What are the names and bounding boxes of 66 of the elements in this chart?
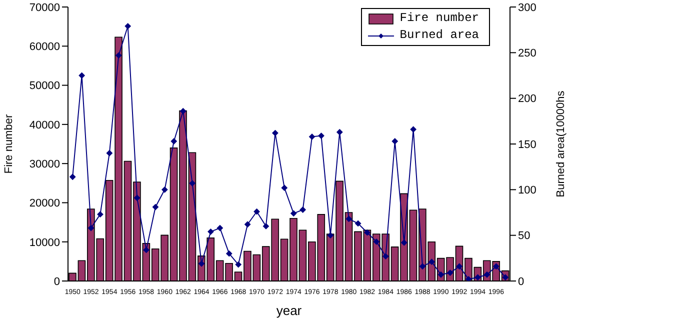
y-tick-label: 10000 bbox=[29, 236, 60, 249]
point bbox=[420, 263, 426, 270]
point bbox=[327, 232, 334, 238]
point bbox=[97, 211, 104, 218]
legend-label: Burned area bbox=[400, 27, 479, 44]
point bbox=[318, 132, 324, 139]
point bbox=[438, 272, 444, 278]
point bbox=[466, 276, 472, 281]
y2-tick-label: 100 bbox=[518, 184, 536, 197]
point bbox=[262, 223, 269, 230]
y2-tick-label: 150 bbox=[518, 138, 536, 151]
point bbox=[281, 184, 288, 191]
y-tick-label: 20000 bbox=[29, 198, 60, 210]
y2-tick-label: 200 bbox=[518, 93, 536, 106]
point bbox=[474, 274, 481, 280]
y-tick-label: 60000 bbox=[29, 41, 60, 54]
point bbox=[300, 206, 306, 213]
point bbox=[134, 194, 140, 201]
point bbox=[382, 253, 389, 260]
point bbox=[456, 263, 462, 270]
point bbox=[162, 186, 168, 193]
point bbox=[428, 258, 435, 265]
legend-label: Fire number bbox=[400, 10, 479, 27]
point bbox=[180, 108, 186, 114]
point bbox=[244, 221, 251, 228]
y-tick-label: 0 bbox=[54, 276, 60, 288]
y2-axis-title: Burned area(10000hs bbox=[554, 90, 567, 198]
point bbox=[355, 220, 362, 226]
point bbox=[254, 208, 260, 215]
point bbox=[189, 180, 196, 186]
point bbox=[484, 272, 490, 278]
point bbox=[208, 228, 214, 235]
y2-tick-label: 250 bbox=[518, 48, 536, 60]
point bbox=[198, 260, 205, 267]
point bbox=[309, 134, 316, 140]
point bbox=[88, 225, 94, 232]
y2-tick-label: 0 bbox=[518, 276, 524, 288]
point bbox=[116, 52, 122, 58]
y2-tick-label: 300 bbox=[518, 2, 536, 14]
point bbox=[336, 129, 343, 136]
y-tick-label: 50000 bbox=[29, 80, 60, 92]
y-tick-label: 40000 bbox=[29, 119, 60, 132]
point bbox=[106, 150, 112, 156]
point bbox=[364, 230, 370, 236]
point bbox=[226, 250, 232, 257]
point bbox=[152, 204, 158, 210]
point bbox=[401, 240, 408, 246]
point bbox=[290, 210, 297, 216]
point bbox=[170, 138, 177, 144]
point bbox=[124, 23, 131, 30]
point bbox=[373, 238, 380, 245]
point bbox=[143, 246, 150, 253]
point bbox=[410, 126, 416, 132]
y-tick-label: 30000 bbox=[29, 158, 60, 170]
point bbox=[235, 262, 242, 268]
x-axis-title: year bbox=[276, 303, 302, 318]
y-axis-title: Fire number bbox=[2, 114, 15, 174]
point bbox=[70, 174, 76, 180]
point bbox=[78, 72, 85, 78]
point bbox=[447, 270, 454, 276]
point bbox=[392, 138, 398, 144]
y2-tick-label: 50 bbox=[518, 230, 530, 242]
point bbox=[346, 216, 352, 222]
point bbox=[493, 263, 500, 270]
y-tick-label: 70000 bbox=[29, 2, 60, 14]
point bbox=[216, 225, 223, 232]
